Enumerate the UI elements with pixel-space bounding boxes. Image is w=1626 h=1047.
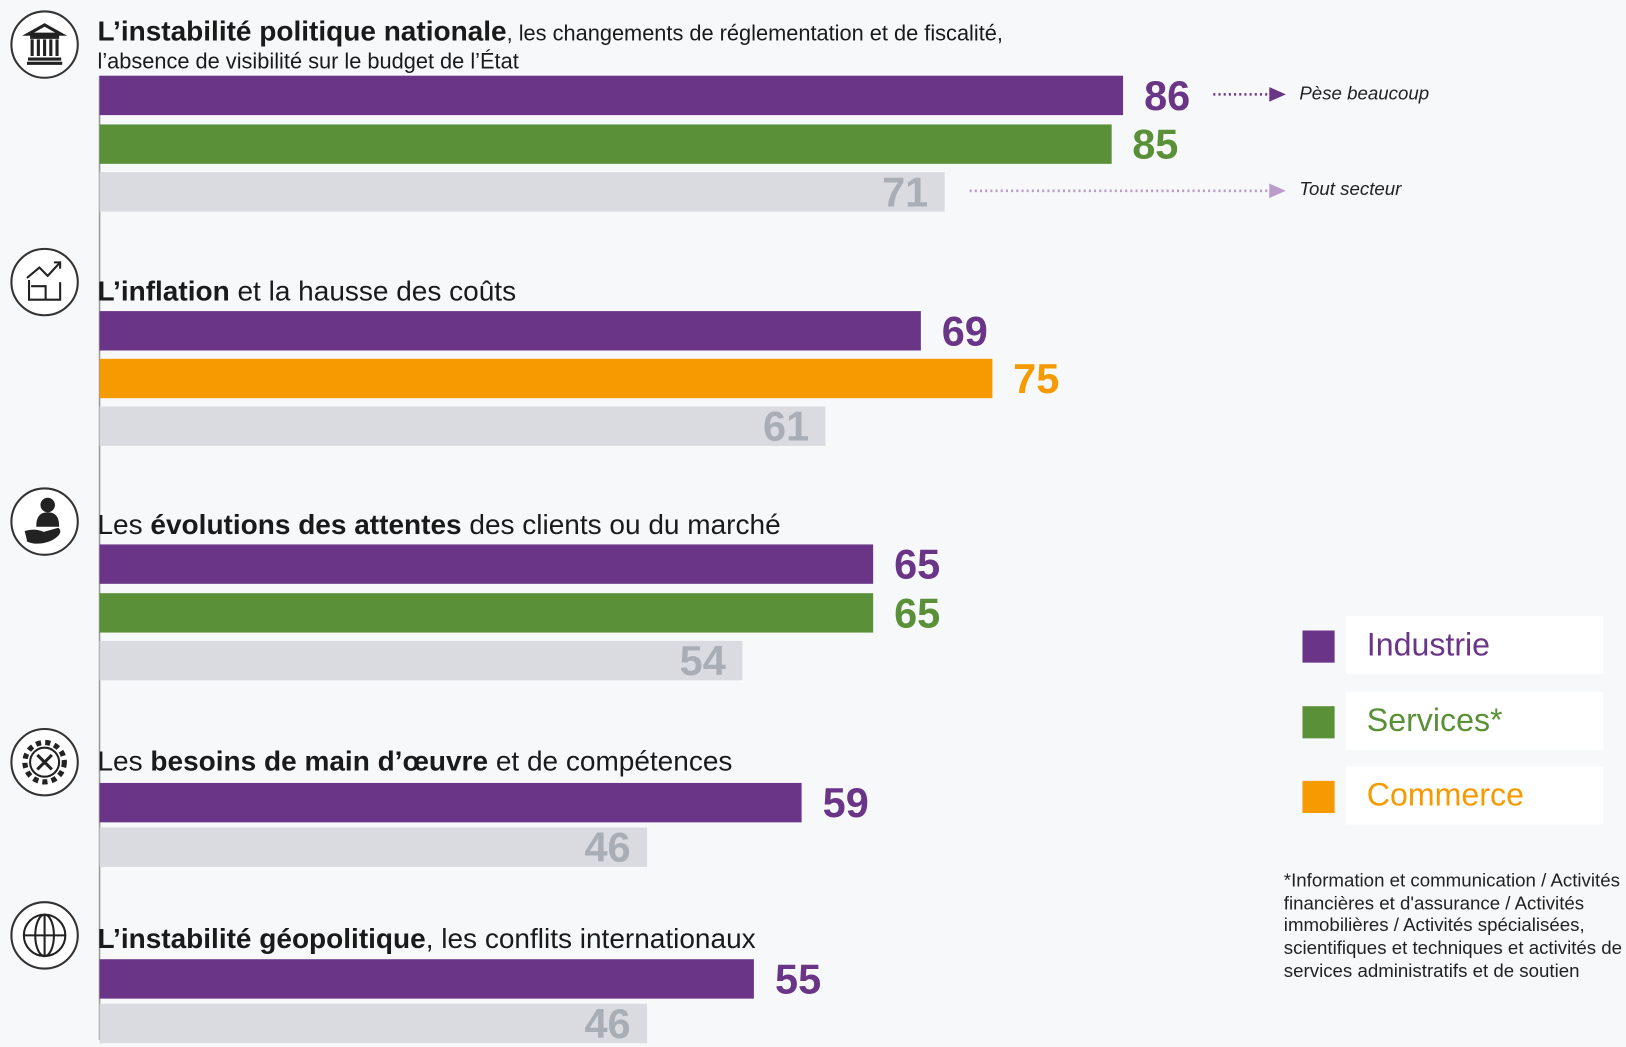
title-part: et la hausse des coûts — [229, 275, 517, 307]
title-part: des clients ou du marché — [461, 509, 781, 541]
value-label: 75 — [1013, 356, 1060, 403]
title-part: , les changements de réglementation et d… — [97, 21, 1003, 74]
annotation: Pèse beaucoup — [1299, 82, 1430, 104]
value-label: 71 — [882, 170, 929, 216]
value-label: 59 — [822, 780, 869, 827]
value-label: 46 — [584, 1001, 631, 1047]
legend-swatch — [1302, 706, 1335, 739]
value-label: 65 — [894, 591, 941, 637]
bar — [99, 1003, 648, 1044]
legend-label: Services* — [1366, 702, 1503, 739]
bar — [99, 782, 802, 823]
legend-box: Services* — [1346, 691, 1604, 750]
title-part: évolutions des attentes — [150, 509, 462, 541]
legend-swatch — [1302, 630, 1335, 663]
legend-label: Commerce — [1366, 776, 1524, 814]
value-label: 55 — [775, 957, 822, 1003]
group-title: Les évolutions des attentes des clients … — [97, 511, 780, 539]
value-label: 61 — [763, 404, 810, 451]
bar — [99, 358, 993, 399]
title-part: L’instabilité géopolitique — [97, 922, 426, 955]
bar — [99, 640, 743, 681]
title-part: L’instabilité politique nationale — [97, 15, 507, 47]
bar — [99, 593, 874, 633]
bar — [99, 544, 874, 584]
value-label: 85 — [1132, 122, 1179, 168]
value-label: 69 — [941, 309, 988, 355]
title-part: , les conflits internationaux — [425, 922, 756, 955]
bar — [99, 959, 755, 999]
value-label: 65 — [894, 542, 941, 588]
group-title: L’inflation et la hausse des coûts — [97, 275, 517, 307]
title-part: Les — [97, 745, 151, 777]
group-title: L’instabilité politique nationale, les c… — [97, 15, 1051, 76]
title-part: et de compétences — [488, 745, 733, 777]
annotation-arrows — [969, 87, 1286, 199]
legend-box: Commerce — [1346, 766, 1604, 825]
bar — [99, 172, 945, 212]
legend-swatch — [1302, 780, 1335, 814]
annotation: Tout secteur — [1299, 178, 1402, 200]
title-part: L’inflation — [97, 275, 230, 307]
bar — [99, 124, 1112, 164]
value-label: 86 — [1144, 73, 1191, 120]
value-label: 46 — [584, 825, 631, 872]
legend-label: Industrie — [1366, 626, 1491, 663]
title-part: besoins de main d’œuvre — [150, 745, 489, 777]
icons — [10, 10, 79, 970]
group-title: L’instabilité géopolitique, les conflits… — [97, 922, 756, 955]
footnote: *Information et communication / Activité… — [1283, 870, 1623, 981]
title-part: Les — [97, 509, 151, 541]
bar — [99, 75, 1124, 116]
value-label: 54 — [679, 638, 726, 685]
group-title: Les besoins de main d’œuvre et de compét… — [97, 745, 733, 777]
legend-box: Industrie — [1346, 615, 1604, 675]
bar — [99, 311, 921, 351]
bar — [99, 827, 648, 867]
bar — [99, 406, 826, 446]
